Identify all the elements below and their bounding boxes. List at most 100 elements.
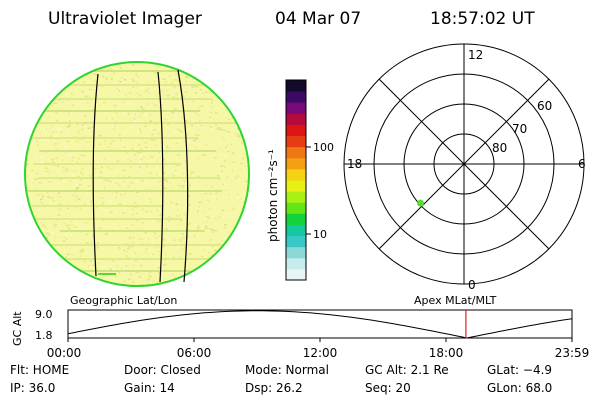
disk-speck <box>39 156 43 158</box>
colorbar-strip <box>286 102 306 114</box>
disk-speck <box>58 129 62 131</box>
disk-speck <box>44 279 46 282</box>
disk-speck <box>66 169 69 172</box>
disk-speck <box>94 167 96 170</box>
disk-speck <box>95 263 98 265</box>
colorbar-strip <box>286 124 306 137</box>
disk-speck <box>74 226 78 228</box>
disk-speck <box>63 240 66 242</box>
disk-speck <box>132 64 134 66</box>
disk-speck <box>81 168 83 170</box>
disk-speck <box>183 247 186 250</box>
disk-speck <box>224 68 226 71</box>
disk-speck <box>35 154 39 156</box>
disk-speck <box>176 128 179 130</box>
disk-speck <box>61 269 65 271</box>
disk-speck <box>246 229 249 231</box>
disk-speck <box>196 108 199 110</box>
disk-speck <box>96 161 99 164</box>
disk-speck <box>55 147 59 150</box>
disk-speck <box>137 255 141 257</box>
disk-speck <box>147 252 149 255</box>
disk-stripe <box>29 270 190 272</box>
disk-speck <box>64 285 67 286</box>
disk-speck <box>210 228 213 230</box>
disk-speck <box>234 142 236 145</box>
disk-speck <box>194 138 197 140</box>
disk-speck <box>131 78 134 81</box>
disk-speck <box>159 213 162 216</box>
disk-speck <box>112 268 116 270</box>
disk-speck <box>197 210 199 213</box>
disk-speck <box>79 255 81 257</box>
disk-speck <box>221 209 225 212</box>
disk-speck <box>122 191 124 194</box>
disk-speck <box>145 83 147 85</box>
disk-speck <box>154 233 156 235</box>
disk-speck <box>119 139 121 142</box>
disk-speck <box>157 235 161 237</box>
disk-speck <box>222 198 224 200</box>
disk-speck <box>224 227 226 229</box>
colorbar-strip <box>286 246 306 259</box>
disk-speck <box>95 209 97 211</box>
disk-speck <box>207 125 210 127</box>
disk-speck <box>172 187 174 189</box>
disk-speck <box>197 225 199 227</box>
disk-speck <box>44 161 47 164</box>
disk-speck <box>209 282 211 285</box>
disk-speck <box>84 125 87 128</box>
disk-speck <box>80 249 84 251</box>
disk-speck <box>31 170 34 172</box>
disk-speck <box>127 250 129 253</box>
disk-speck <box>103 265 106 268</box>
disk-speck <box>244 178 247 180</box>
disk-speck <box>68 237 71 239</box>
disk-speck <box>205 91 208 93</box>
disk-speck <box>245 62 249 64</box>
colorbar-strip <box>286 202 306 214</box>
disk-speck <box>86 193 89 195</box>
disk-speck <box>132 181 134 184</box>
disk-speck <box>187 133 189 136</box>
disk-speck <box>182 96 185 98</box>
status-ip: IP: 36.0 <box>10 381 55 395</box>
disk-speck <box>140 238 143 241</box>
disk-speck <box>172 256 175 259</box>
disk-speck <box>66 208 69 210</box>
disk-speck <box>231 200 234 203</box>
disk-speck <box>39 76 41 78</box>
disk-speck <box>44 226 47 228</box>
disk-speck <box>235 262 237 264</box>
disk-speck <box>72 156 75 159</box>
disk-speck <box>126 158 130 161</box>
disk-speck <box>95 75 98 77</box>
disk-speck <box>150 156 154 158</box>
disk-speck <box>43 264 46 266</box>
disk-speck <box>65 62 67 65</box>
disk-speck <box>170 201 173 204</box>
disk-speck <box>52 131 54 134</box>
disk-speck <box>172 96 175 98</box>
disk-speck <box>156 246 159 249</box>
disk-speck <box>165 147 169 149</box>
disk-speck <box>105 234 108 236</box>
disk-speck <box>45 127 47 130</box>
disk-speck <box>76 124 79 126</box>
disk-speck <box>243 101 245 104</box>
disk-speck <box>82 154 85 157</box>
polar-caption: Apex MLat/MLT <box>414 294 497 307</box>
disk-speck <box>158 208 160 210</box>
disk-speck <box>240 162 244 165</box>
disk-speck <box>207 199 210 202</box>
disk-speck <box>34 99 38 101</box>
disk-speck <box>141 112 143 114</box>
disk-speck <box>60 65 64 68</box>
disk-speck <box>33 226 37 229</box>
disk-speck <box>109 168 112 170</box>
disk-speck <box>66 253 69 256</box>
disk-speck <box>97 246 99 249</box>
disk-speck <box>204 192 208 195</box>
disk-speck <box>28 259 30 262</box>
disk-speck <box>96 267 98 269</box>
